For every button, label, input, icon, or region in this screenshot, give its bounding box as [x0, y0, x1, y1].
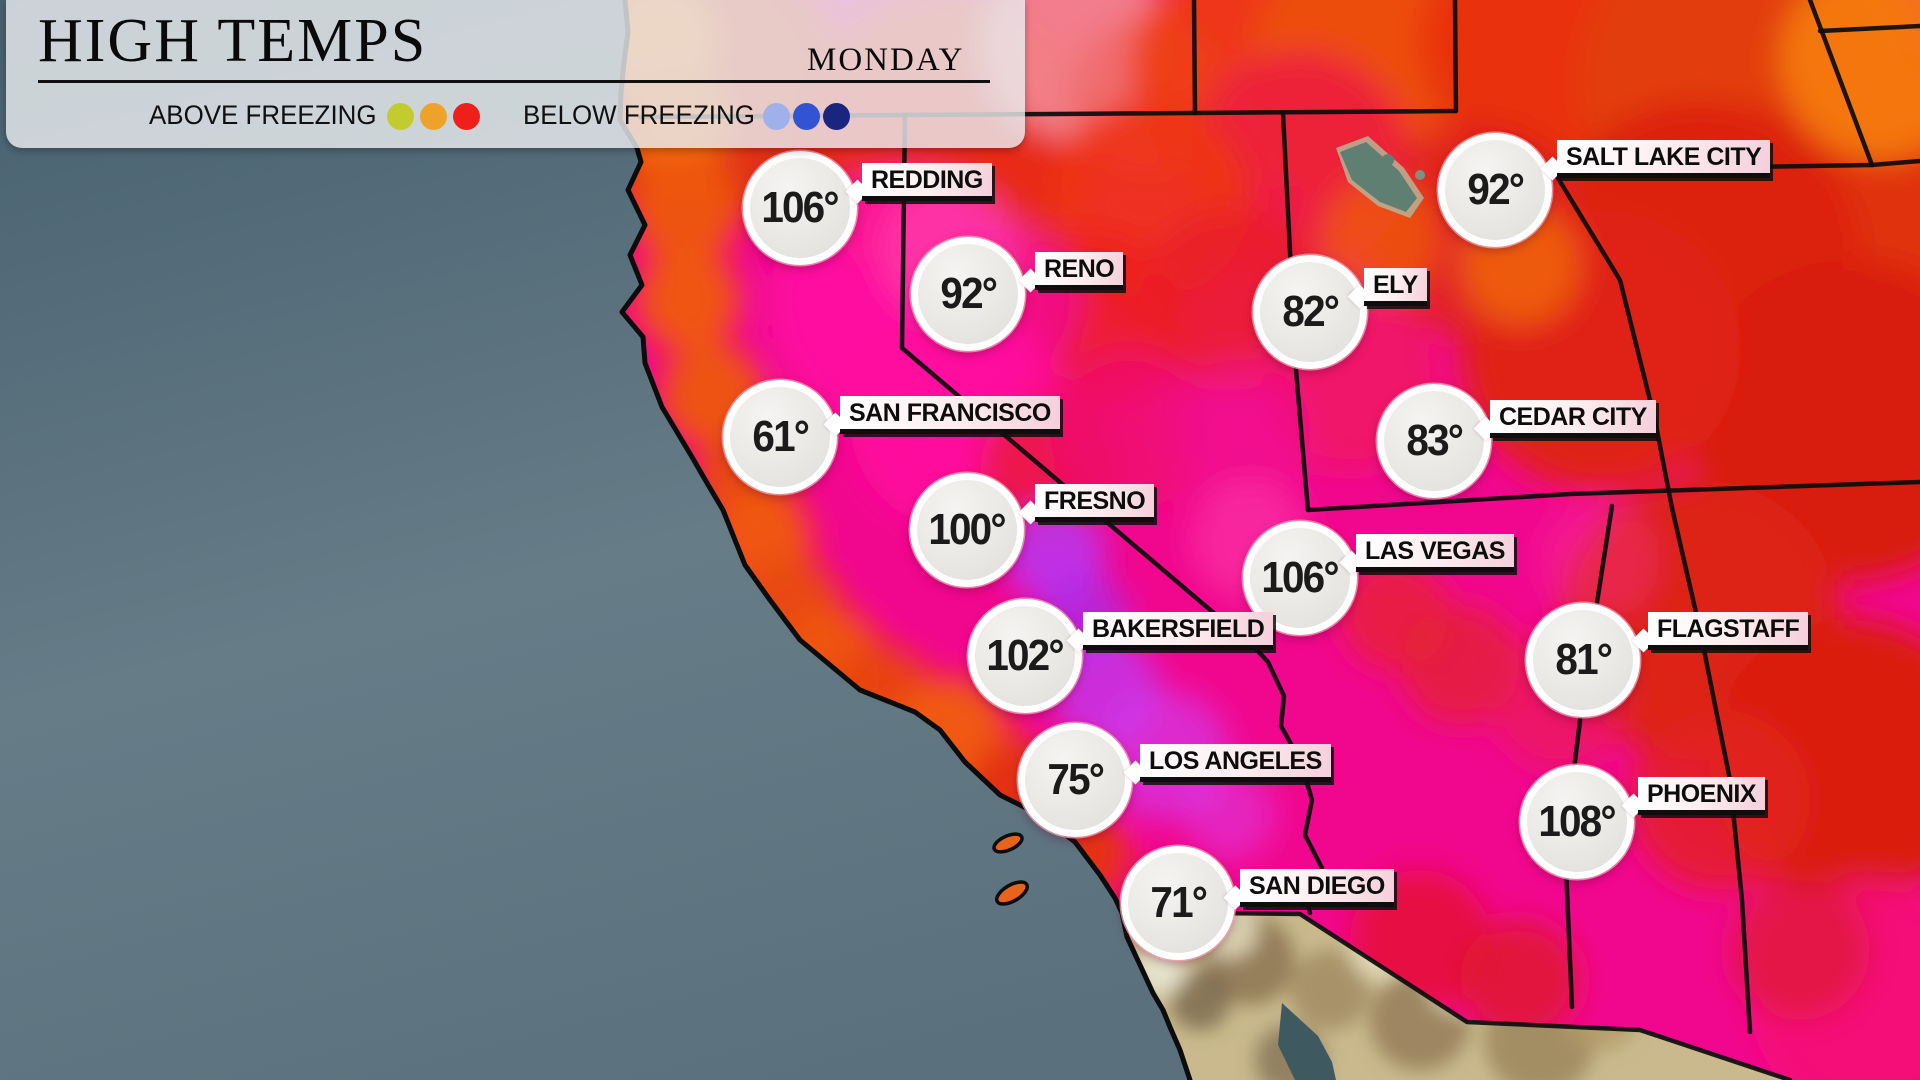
legend-above-freezing-label: ABOVE FREEZING	[149, 100, 377, 130]
city-name-label: LOS ANGELES	[1140, 744, 1331, 782]
city-name-label: RENO	[1035, 252, 1124, 290]
city-name-label: LAS VEGAS	[1356, 534, 1514, 572]
great-salt-lake	[1336, 136, 1425, 218]
temperature-bubble: 108°	[1520, 765, 1634, 879]
header-panel: HIGH TEMPS MONDAY ABOVE FREEZING BELOW F…	[6, 0, 1025, 148]
city-name-label: SALT LAKE CITY	[1557, 140, 1771, 178]
temperature-bubble: 92°	[911, 237, 1025, 351]
city-name-label: FLAGSTAFF	[1648, 612, 1809, 650]
temperature-bubble: 106°	[743, 151, 857, 265]
above-freezing-dot-3	[453, 103, 480, 130]
above-freezing-dot-2	[420, 103, 447, 130]
city-name-label: SAN FRANCISCO	[840, 396, 1060, 434]
temperature-bubble: 92°	[1438, 133, 1552, 247]
temperature-bubble: 83°	[1377, 384, 1491, 498]
city-name-label: REDDING	[862, 163, 992, 201]
temperature-value: 106°	[1261, 553, 1340, 602]
temperature-value: 92°	[940, 269, 998, 318]
temperature-bubble: 75°	[1018, 723, 1132, 837]
temperature-value: 92°	[1467, 165, 1525, 214]
city-name-label: ELY	[1364, 268, 1427, 306]
legend-below-freezing-label: BELOW FREEZING	[523, 100, 755, 130]
temperature-bubble: 71°	[1121, 846, 1235, 960]
channel-islands	[992, 832, 1030, 906]
temperature-value: 106°	[761, 183, 840, 232]
day-label: MONDAY	[807, 42, 965, 78]
page-title: HIGH TEMPS	[38, 7, 428, 75]
temperature-value: 102°	[986, 631, 1065, 680]
temperature-value: 108°	[1538, 797, 1617, 846]
gulf-of-california	[1278, 1003, 1336, 1080]
below-freezing-dot-2	[793, 103, 820, 130]
temperature-value: 83°	[1406, 416, 1464, 465]
city-name-label: CEDAR CITY	[1490, 400, 1656, 438]
city-name-label: PHOENIX	[1638, 777, 1766, 815]
temperature-bubble: 82°	[1253, 255, 1367, 369]
title-underline	[38, 80, 990, 83]
temperature-bubble: 100°	[910, 473, 1024, 587]
temperature-bubble: 61°	[723, 380, 837, 494]
temperature-value: 75°	[1047, 755, 1105, 804]
above-freezing-dot-1	[387, 103, 414, 130]
temperature-bubble: 81°	[1526, 603, 1640, 717]
city-name-label: SAN DIEGO	[1240, 869, 1394, 907]
temperature-value: 82°	[1282, 287, 1340, 336]
city-name-label: BAKERSFIELD	[1083, 612, 1274, 650]
temperature-bubble: 102°	[968, 599, 1082, 713]
temperature-value: 100°	[928, 505, 1007, 554]
below-freezing-dot-1	[763, 103, 790, 130]
city-name-label: FRESNO	[1035, 484, 1155, 522]
below-freezing-dot-3	[823, 103, 850, 130]
temperature-value: 61°	[752, 412, 810, 461]
temperature-value: 81°	[1555, 635, 1613, 684]
temperature-value: 71°	[1150, 878, 1208, 927]
